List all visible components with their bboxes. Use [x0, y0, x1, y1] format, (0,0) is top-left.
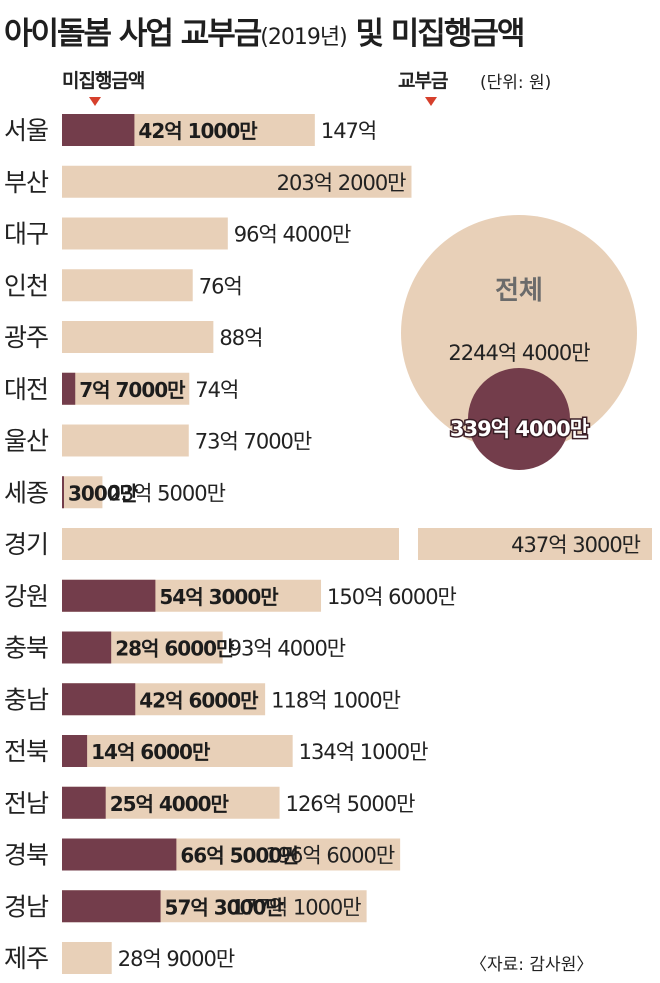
category-label: 서울 [4, 116, 48, 145]
grant-value-label: 147억 [321, 119, 376, 143]
legend-grant-label: 교부금 [398, 70, 448, 92]
unspent-bar [62, 683, 136, 716]
unit-note: (단위: 원) [480, 73, 552, 93]
grant-bar-continued [418, 528, 652, 560]
grant-value-label: 96억 4000만 [234, 223, 351, 247]
grant-value-label: 23억 5000만 [108, 481, 225, 505]
grant-bar [62, 372, 190, 405]
grant-bar [62, 476, 103, 509]
total-title: 전체 [495, 276, 543, 306]
grant-value-label: 88억 [219, 326, 262, 350]
total-grant-label: 2244억 4000만 [448, 341, 590, 365]
grant-value-label: 177억 1000만 [232, 895, 362, 919]
grant-value-label: 437억 3000만 [511, 533, 641, 557]
unspent-value-label: 42억 1000만 [138, 119, 258, 143]
grant-value-label: 196억 6000만 [265, 844, 395, 868]
category-label: 광주 [4, 323, 48, 352]
grant-bar [62, 735, 293, 767]
category-label: 부산 [4, 168, 49, 197]
unspent-value-label: 54억 3000만 [159, 585, 279, 609]
category-label: 대구 [4, 220, 48, 249]
unspent-bar [62, 631, 112, 664]
chart-title-tail: 및 미집행금액 [355, 16, 525, 52]
grant-bar [62, 528, 399, 560]
unspent-value-label: 28억 6000만 [115, 637, 235, 661]
chart-title-year: (2019년) [260, 25, 347, 50]
grant-bar [62, 269, 193, 302]
category-label: 울산 [4, 427, 49, 456]
unspent-bar [62, 114, 135, 146]
category-label: 경기 [4, 530, 48, 559]
unspent-value-label: 7억 7000만 [79, 378, 186, 402]
grant-value-label: 73억 7000만 [195, 430, 312, 454]
legend-grant-marker [425, 97, 437, 106]
grant-value-label: 118억 1000만 [271, 688, 401, 712]
unspent-value-label: 57억 3000만 [165, 895, 285, 919]
grant-bar [62, 217, 228, 250]
unspent-value-label: 25억 4000만 [110, 792, 230, 816]
grant-value-label: 203억 2000만 [277, 171, 407, 195]
grant-value-label: 28억 9000만 [118, 947, 235, 971]
grant-bar [62, 321, 214, 353]
category-label: 강원 [4, 582, 48, 611]
unspent-bar [62, 579, 156, 612]
total-grant-circle [401, 215, 637, 451]
axis-break-gap [406, 524, 413, 564]
grant-value-label: 150억 6000만 [327, 585, 457, 609]
unspent-bar [62, 735, 88, 767]
category-label: 전남 [4, 789, 49, 818]
unspent-value-label: 3000만 [68, 481, 139, 505]
category-label: 경남 [4, 892, 49, 921]
grant-value-label: 76억 [199, 274, 242, 298]
chart-title: 아이돌봄 사업 교부금(2019년) 및 미집행금액 [4, 8, 525, 53]
legend-unspent-marker [89, 97, 101, 106]
grant-bar [62, 424, 189, 457]
unspent-bar [62, 838, 177, 871]
grant-value-label: 74억 [195, 378, 238, 402]
category-label: 전북 [4, 737, 48, 766]
category-label: 세종 [4, 478, 48, 507]
category-label: 경북 [4, 841, 48, 870]
total-unspent-circle [468, 368, 570, 470]
grant-value-label: 93억 4000만 [229, 637, 346, 661]
category-label: 인천 [4, 271, 48, 300]
grant-value-label: 134억 1000만 [299, 740, 429, 764]
category-label: 충북 [4, 634, 48, 663]
source-note: 〈자료: 감사원〉 [470, 955, 594, 975]
unspent-bar [62, 476, 64, 509]
unspent-value-label: 66억 5000만 [180, 844, 300, 868]
category-label: 대전 [4, 375, 48, 404]
unspent-value-label: 14억 6000만 [91, 740, 211, 764]
unspent-bar [62, 372, 76, 405]
legend-unspent-label: 미집행금액 [62, 70, 145, 92]
total-unspent-label: 339억 4000만 [450, 417, 589, 441]
unspent-bar [62, 786, 106, 819]
category-label: 제주 [4, 944, 48, 973]
unspent-bar [62, 890, 161, 923]
chart-title-main: 아이돌봄 사업 교부금 [4, 16, 262, 52]
grant-value-label: 126억 5000만 [286, 792, 416, 816]
category-label: 충남 [4, 685, 49, 714]
unspent-value-label: 42억 6000만 [139, 688, 259, 712]
grant-bar [62, 165, 412, 198]
grant-bar [62, 942, 112, 974]
